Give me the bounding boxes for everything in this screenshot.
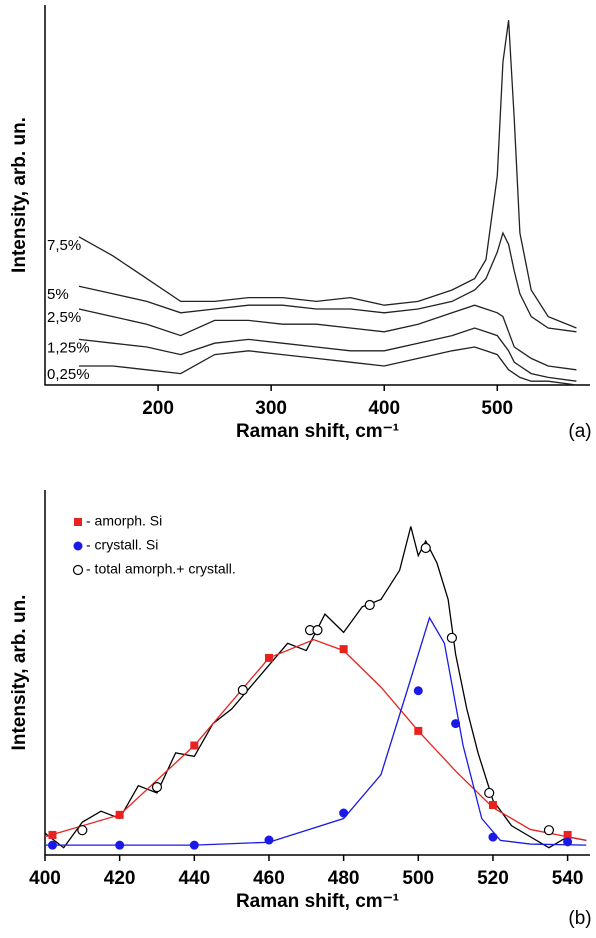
marker — [48, 830, 57, 839]
legend-marker — [74, 518, 82, 526]
marker — [414, 726, 423, 735]
x-tick-label: 400 — [368, 398, 400, 419]
series-label: 7,5% — [47, 237, 81, 254]
legend-label: - crystall. Si — [86, 537, 158, 553]
marker — [115, 840, 125, 850]
series-line — [78, 346, 577, 386]
x-tick-label: 300 — [255, 398, 287, 419]
series-line — [45, 616, 587, 846]
x-tick-label: 520 — [477, 868, 509, 889]
series-line — [78, 327, 577, 382]
panel-label: (b) — [568, 908, 591, 929]
marker — [446, 632, 457, 643]
x-tick-label: 440 — [178, 868, 210, 889]
marker — [420, 542, 431, 554]
legend-label: - amorph. Si — [86, 513, 162, 529]
marker — [339, 645, 348, 654]
marker — [413, 686, 423, 696]
marker — [484, 787, 495, 799]
x-axis-title: Raman shift, cm⁻¹ — [236, 421, 399, 442]
marker — [264, 653, 273, 662]
marker — [488, 800, 497, 809]
y-axis-title: Intensity, arb. un. — [9, 595, 30, 751]
panel-label: (a) — [568, 421, 591, 442]
marker — [77, 825, 88, 836]
marker — [189, 840, 199, 850]
x-tick-label: 460 — [253, 868, 285, 889]
x-tick-label: 200 — [142, 398, 174, 419]
x-tick-label: 540 — [552, 868, 584, 889]
x-tick-label: 400 — [29, 868, 61, 889]
legend-marker — [72, 564, 84, 576]
axis — [44, 5, 590, 386]
marker — [339, 808, 349, 818]
marker — [312, 625, 323, 636]
marker — [451, 719, 461, 729]
marker — [47, 840, 57, 850]
x-tick-label: 480 — [328, 868, 360, 889]
marker — [543, 825, 555, 836]
marker — [488, 832, 498, 842]
series-label: 0,25% — [47, 366, 90, 383]
series-line — [78, 304, 577, 371]
series-line — [44, 638, 587, 842]
marker — [115, 810, 124, 819]
marker — [364, 599, 375, 611]
x-tick-label: 420 — [104, 868, 136, 889]
legend-marker — [73, 541, 83, 551]
marker — [151, 782, 163, 793]
x-axis-title: Raman shift, cm⁻¹ — [236, 891, 399, 912]
marker — [264, 835, 274, 845]
series-label: 1,25% — [47, 339, 90, 356]
series-line — [78, 20, 577, 329]
series-label: 5% — [47, 286, 69, 303]
marker — [563, 837, 573, 847]
series-line — [78, 231, 577, 333]
x-tick-label: 500 — [481, 398, 513, 419]
series-label: 2,5% — [47, 309, 81, 326]
marker — [237, 684, 248, 696]
marker — [190, 741, 199, 750]
marker — [563, 830, 572, 839]
x-tick-label: 500 — [402, 868, 434, 889]
y-axis-title: Intensity, arb. un. — [9, 117, 30, 273]
legend-label: - total amorph.+ crystall. — [86, 561, 236, 577]
